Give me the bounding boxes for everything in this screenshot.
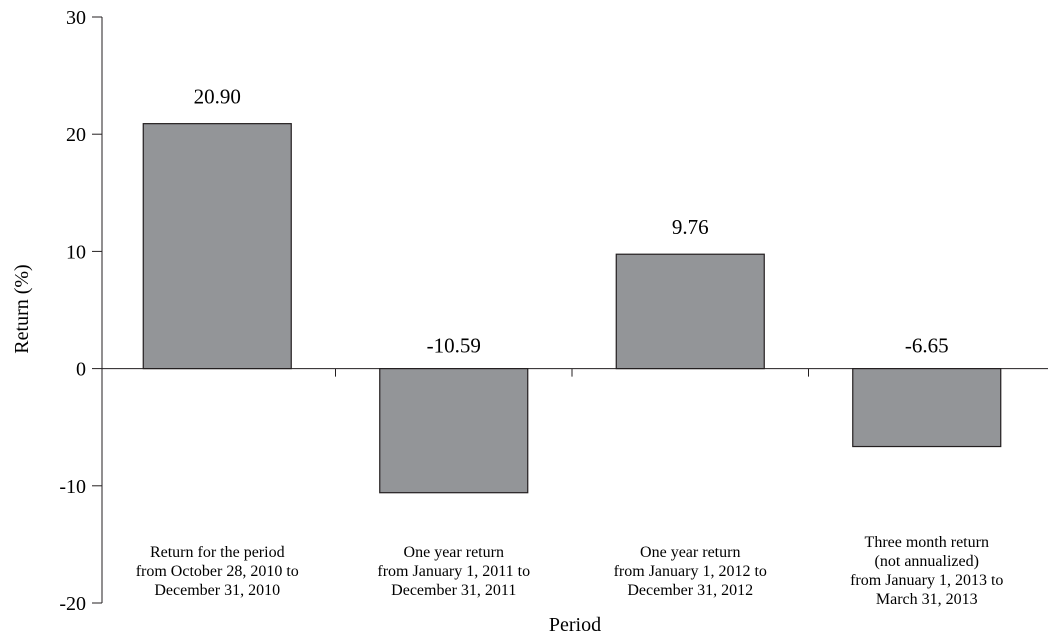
- category-label-line: from October 28, 2010 to: [136, 563, 299, 580]
- y-tick-label: 30: [66, 7, 86, 29]
- category-label-line: from January 1, 2012 to: [614, 563, 767, 580]
- category-label-line: March 31, 2013: [876, 591, 978, 608]
- category-label-line: One year return: [640, 544, 740, 561]
- category-label-line: (not annualized): [875, 553, 979, 570]
- y-tick-label: 0: [76, 359, 86, 381]
- category-label: One year return from January 1, 2012 to De…: [614, 544, 767, 599]
- x-axis-title: Period: [549, 614, 601, 636]
- bar: [142, 123, 292, 370]
- y-axis-title: Return (%): [11, 264, 33, 353]
- category-label-line: December 31, 2011: [391, 582, 516, 599]
- category-label: Three month return (not annualized) from J…: [850, 534, 1003, 608]
- category-label-line: Return for the period: [150, 544, 285, 561]
- category-label: One year return from January 1, 2011 to De…: [377, 544, 530, 599]
- data-label: 9.76: [672, 215, 709, 239]
- y-tick-label: 20: [66, 124, 86, 146]
- category-label-line: Three month return: [865, 534, 989, 551]
- y-tick-label: -20: [59, 593, 86, 615]
- category-label-line: from January 1, 2011 to: [377, 563, 530, 580]
- data-label: -10.59: [427, 334, 481, 358]
- bar: [852, 368, 1002, 448]
- y-tick-label: 10: [66, 241, 86, 263]
- plot-area: -20 -10 0 10 20 30 20.90 Return for the period f…: [59, 7, 1048, 615]
- y-tick-label: -10: [59, 476, 86, 498]
- category-label-line: One year return: [404, 544, 504, 561]
- data-label: 20.90: [194, 85, 241, 109]
- data-label: -6.65: [905, 334, 949, 358]
- category-label: Return for the period from October 28, 20…: [136, 544, 299, 599]
- bar: [379, 368, 529, 494]
- bar: [615, 253, 765, 370]
- category-label-line: December 31, 2010: [154, 582, 280, 599]
- category-label-line: December 31, 2012: [627, 582, 753, 599]
- category-label-line: from January 1, 2013 to: [850, 572, 1003, 589]
